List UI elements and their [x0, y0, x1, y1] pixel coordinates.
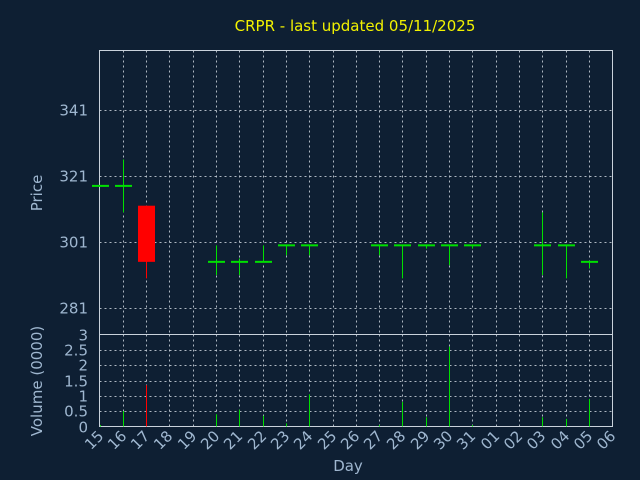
volume-tick-label: 0.5	[64, 403, 88, 421]
price-tick-label: 321	[59, 168, 88, 186]
x-tick-label: 21	[220, 427, 246, 453]
candle-body	[301, 244, 318, 247]
volume-panel-frame	[99, 334, 613, 427]
price-axis-ticks: 281 301 321 341	[59, 102, 88, 318]
candle-body	[441, 244, 458, 247]
x-axis-ticks: 1516171819202122232425262728293031010203…	[81, 427, 619, 453]
volume-tick-label: 0	[78, 419, 88, 437]
price-tick-label: 341	[59, 102, 88, 120]
price-tick-label: 301	[59, 234, 88, 252]
x-tick-label: 18	[150, 427, 176, 453]
candle-body	[464, 244, 481, 247]
candle-body	[138, 205, 155, 262]
candle-body	[115, 184, 132, 187]
candle-body	[558, 244, 575, 247]
volume-axis-ticks: 00.511.522.53	[64, 327, 88, 437]
x-tick-label: 24	[290, 427, 316, 453]
candle-body	[278, 244, 295, 247]
x-tick-label: 28	[383, 427, 409, 453]
candle-body	[418, 244, 435, 247]
candle-series	[92, 159, 598, 279]
x-axis-label: Day	[333, 457, 363, 475]
x-tick-label: 31	[453, 427, 479, 453]
price-grid	[99, 50, 613, 335]
candle-body	[92, 184, 109, 187]
price-axis-label: Price	[28, 175, 46, 212]
volume-series	[100, 346, 590, 427]
volume-tick-label: 2	[78, 357, 88, 375]
candle-body	[208, 260, 225, 263]
candle-body	[231, 260, 248, 263]
volume-tick-label: 1	[78, 388, 88, 406]
price-tick-label: 281	[59, 300, 88, 318]
volume-axis-label: Volume (0000)	[28, 326, 46, 436]
candle-body	[581, 260, 598, 263]
x-tick-label: 03	[523, 427, 549, 453]
volume-tick-label: 2.5	[64, 342, 88, 360]
x-tick-label: 06	[593, 427, 619, 453]
volume-tick-label: 3	[78, 327, 88, 345]
volume-grid	[99, 334, 613, 427]
candle-body	[255, 260, 272, 263]
chart-title: CRPR - last updated 05/11/2025	[235, 17, 476, 35]
candle-body	[371, 244, 388, 247]
volume-tick-label: 1.5	[64, 373, 88, 391]
candle-body	[394, 244, 411, 247]
candle-body	[534, 244, 551, 247]
